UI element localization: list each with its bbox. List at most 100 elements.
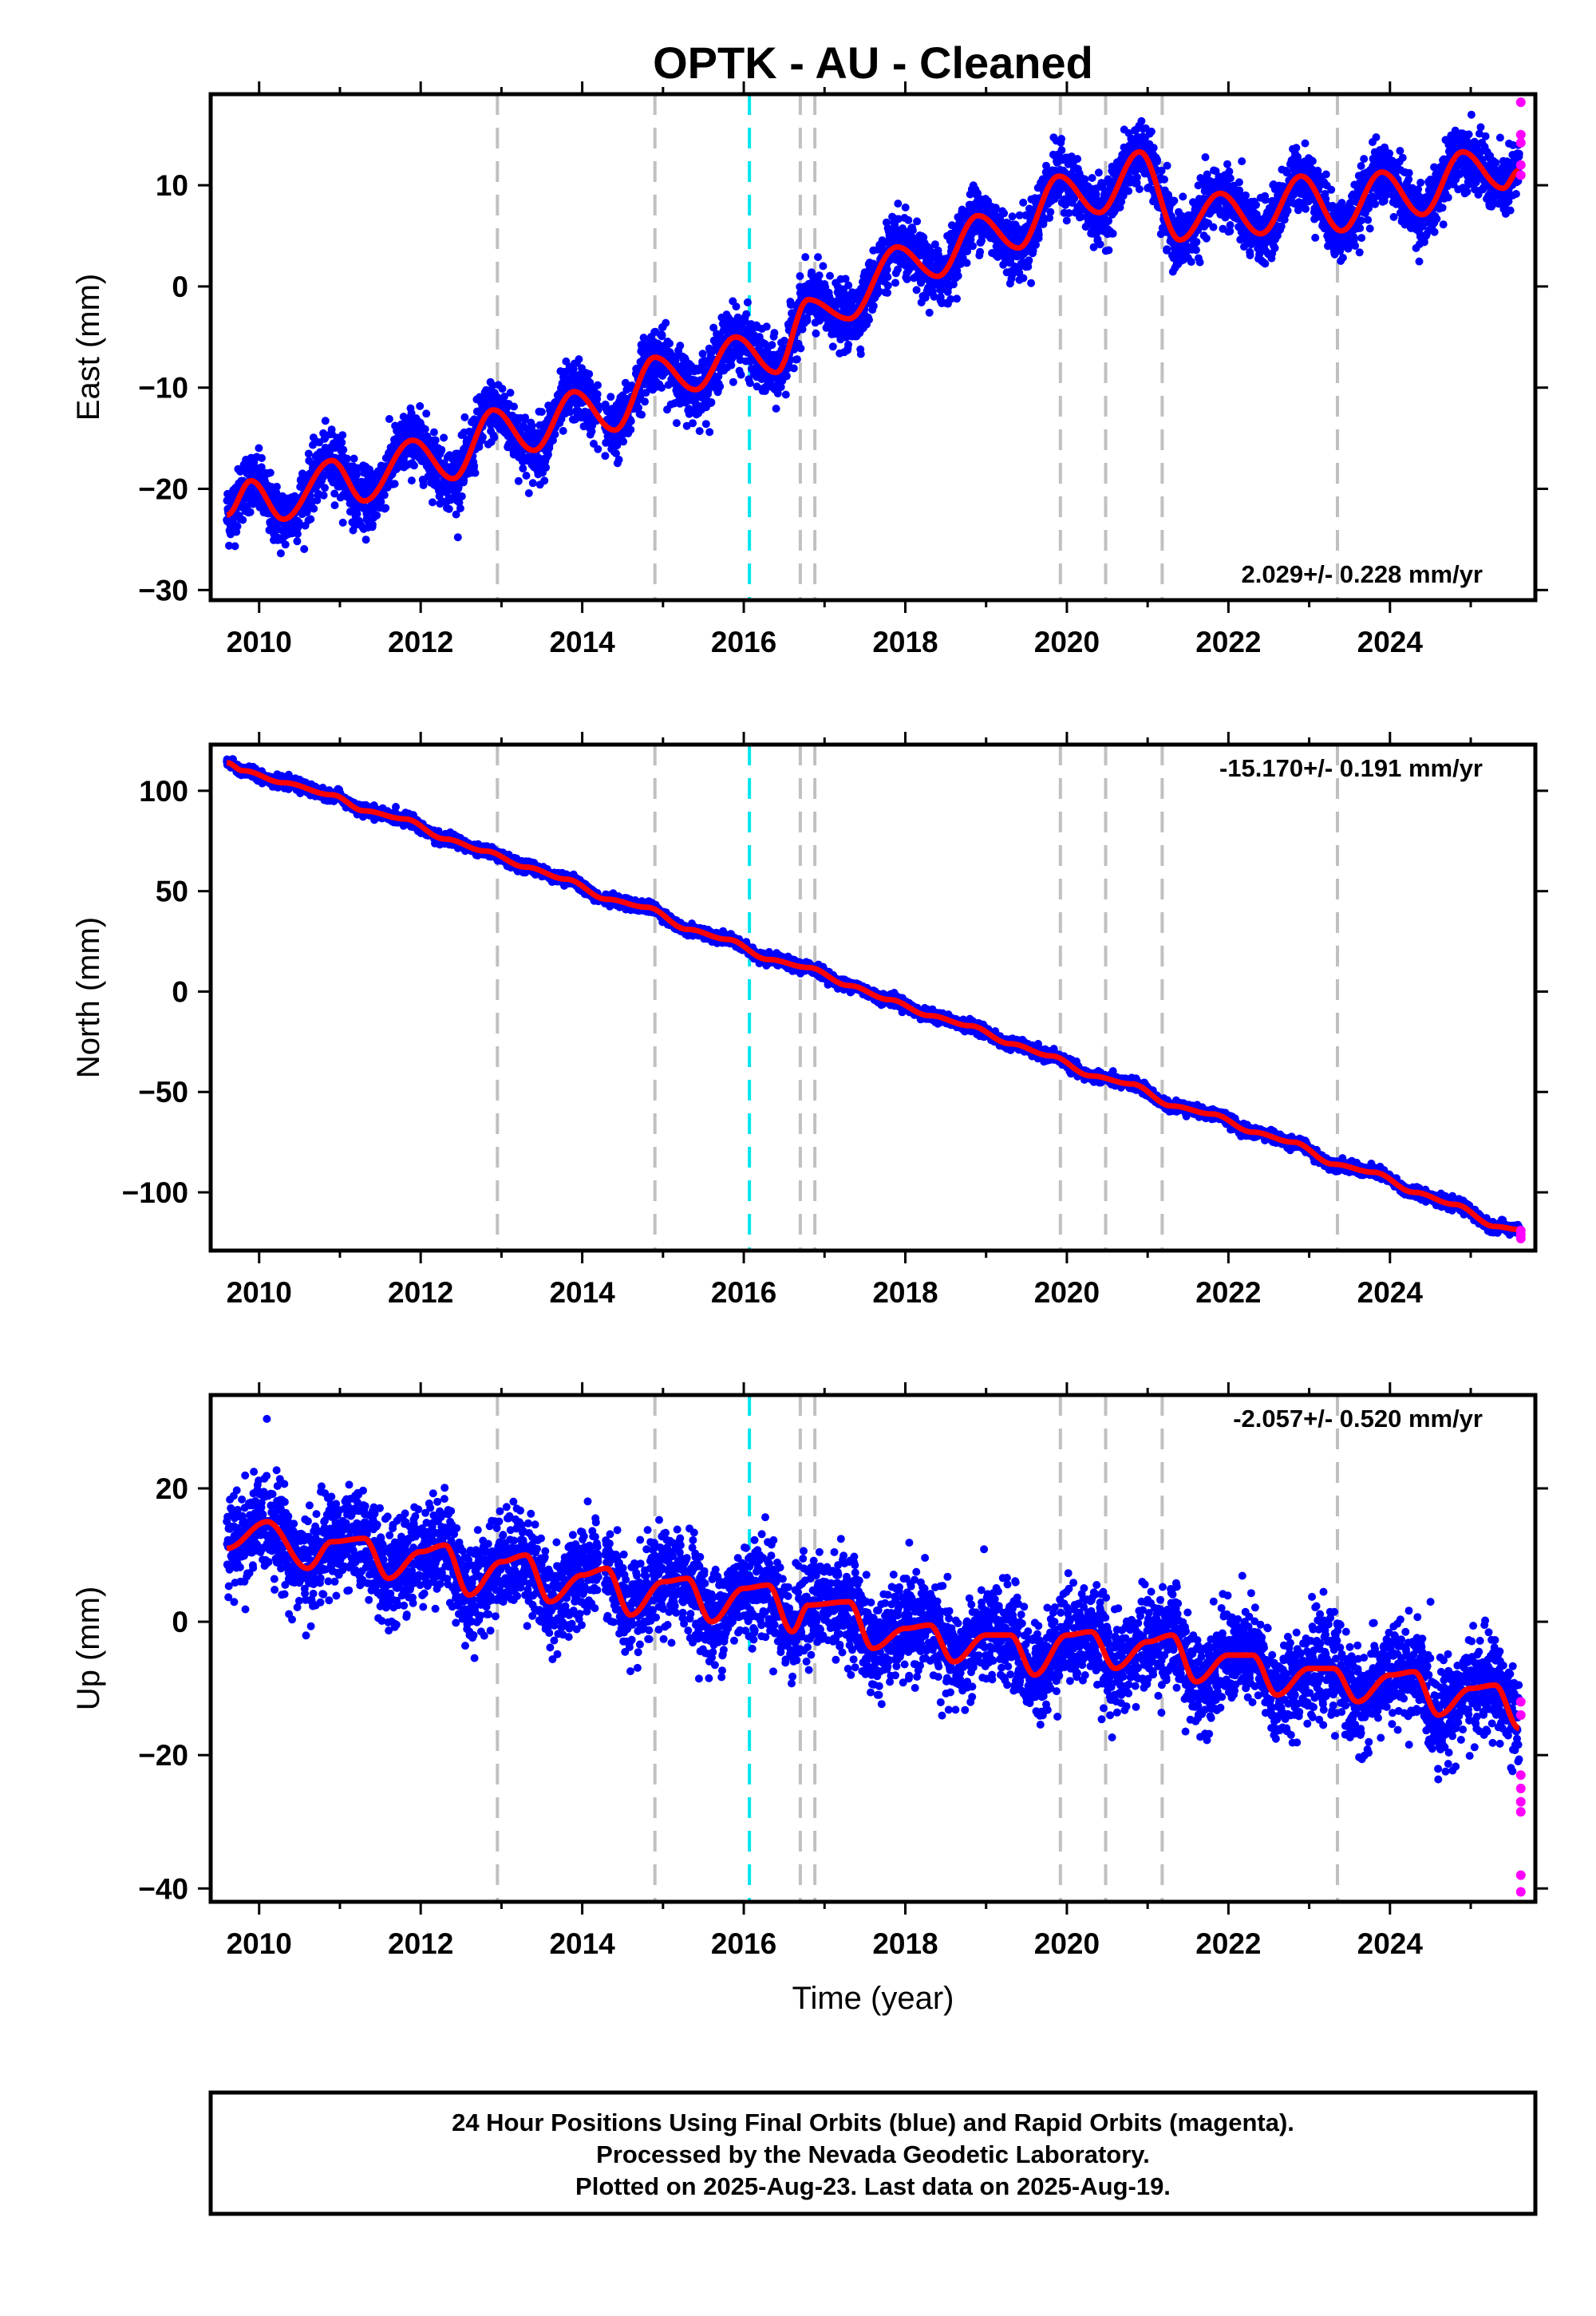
final-orbit-point <box>431 436 440 445</box>
final-orbit-point <box>452 510 460 519</box>
final-orbit-point <box>869 302 878 310</box>
final-orbit-point <box>258 454 266 462</box>
final-orbit-point <box>639 334 648 342</box>
final-orbit-point <box>306 515 315 524</box>
final-orbit-point <box>1191 246 1200 255</box>
final-orbit-point <box>796 272 804 280</box>
final-orbit-point <box>310 504 318 513</box>
final-orbit-point <box>339 445 348 454</box>
final-orbit-point <box>1132 173 1141 182</box>
final-orbit-point <box>272 488 281 497</box>
final-orbit-point <box>257 463 266 472</box>
final-orbit-point <box>856 350 865 358</box>
final-orbit-point <box>894 200 903 208</box>
final-orbit-point <box>1242 191 1250 200</box>
final-orbit-point <box>521 413 530 422</box>
final-orbit-point <box>976 247 985 256</box>
final-orbit-point <box>293 530 302 538</box>
final-orbit-point <box>781 390 790 399</box>
panel-east: 2010 2012 2014 2016 2018 2020 2022 2024−30−20−1… <box>71 81 1548 658</box>
final-orbit-point <box>695 427 704 436</box>
final-orbit-point <box>770 329 779 338</box>
final-orbit-point <box>1192 238 1201 247</box>
final-orbit-point <box>231 542 239 551</box>
final-orbit-point <box>1170 196 1179 205</box>
final-orbit-point <box>844 281 853 290</box>
final-orbit-point <box>594 445 602 453</box>
final-orbit-point <box>1034 231 1043 239</box>
final-orbit-point <box>542 463 551 472</box>
final-orbit-point <box>593 390 602 398</box>
final-orbit-point <box>350 454 358 463</box>
final-orbit-point <box>1226 221 1235 229</box>
final-orbit-point <box>368 520 377 529</box>
final-orbit-point <box>1073 155 1082 164</box>
final-orbit-point <box>638 410 646 419</box>
final-orbit-point <box>901 204 910 211</box>
final-orbit-point <box>768 341 776 350</box>
final-orbit-point <box>385 415 393 423</box>
final-orbit-point <box>1088 174 1096 182</box>
final-orbit-point <box>1046 207 1055 216</box>
final-orbit-point <box>510 402 518 411</box>
final-orbit-point <box>255 444 263 453</box>
figure-title: OPTK - AU - Cleaned <box>653 38 1093 88</box>
final-orbit-point <box>422 409 431 418</box>
final-orbit-point <box>772 405 780 413</box>
final-orbit-point <box>796 344 805 353</box>
final-orbit-point <box>380 491 389 500</box>
final-orbit-point <box>478 433 487 441</box>
final-orbit-point <box>330 501 339 510</box>
final-orbit-point <box>662 318 670 327</box>
final-orbit-point <box>1008 212 1017 221</box>
final-orbit-point <box>913 217 922 226</box>
final-orbit-point <box>614 456 623 464</box>
final-orbit-point <box>1153 156 1162 164</box>
final-orbit-point <box>488 381 497 389</box>
final-orbit-point <box>908 226 917 235</box>
final-orbit-point <box>456 504 464 512</box>
final-orbit-point <box>701 420 710 429</box>
final-orbit-point <box>716 382 725 391</box>
final-orbit-point <box>239 516 247 524</box>
final-orbit-point <box>457 492 466 500</box>
final-orbit-point <box>543 450 552 459</box>
final-orbit-point <box>429 428 438 437</box>
final-orbit-point <box>1135 185 1144 193</box>
final-orbit-point <box>233 522 242 531</box>
final-orbit-point <box>903 275 911 283</box>
final-orbit-point <box>729 377 737 386</box>
final-orbit-point <box>585 370 594 378</box>
final-orbit-point <box>1187 258 1195 267</box>
final-orbit-point <box>475 443 484 451</box>
final-orbit-point <box>1104 246 1113 255</box>
final-orbit-point <box>293 537 302 546</box>
final-orbit-point <box>416 401 425 410</box>
final-orbit-point <box>1096 240 1104 249</box>
final-orbit-point <box>294 520 303 529</box>
final-orbit-point <box>828 342 837 351</box>
final-orbit-point <box>440 433 448 442</box>
final-orbit-point <box>1246 251 1254 259</box>
final-orbit-point <box>470 461 479 470</box>
final-orbit-point <box>300 545 309 553</box>
final-orbit-point <box>321 484 329 492</box>
final-orbit-point <box>524 489 533 497</box>
final-orbit-point <box>1124 187 1133 196</box>
final-orbit-point <box>330 489 339 498</box>
final-orbit-point <box>1000 209 1009 218</box>
final-orbit-point <box>689 419 697 428</box>
final-orbit-point <box>498 385 507 393</box>
final-orbit-point <box>707 398 716 406</box>
final-orbit-point <box>658 330 666 339</box>
final-orbit-point <box>1223 160 1231 168</box>
final-orbit-point <box>1179 192 1187 201</box>
final-orbit-point <box>865 315 873 324</box>
final-orbit-point <box>352 471 361 479</box>
final-orbit-point <box>801 253 810 262</box>
final-orbit-point <box>1235 178 1243 187</box>
final-orbit-point <box>587 427 596 436</box>
final-orbit-point <box>814 253 822 262</box>
final-orbit-point <box>444 504 453 513</box>
